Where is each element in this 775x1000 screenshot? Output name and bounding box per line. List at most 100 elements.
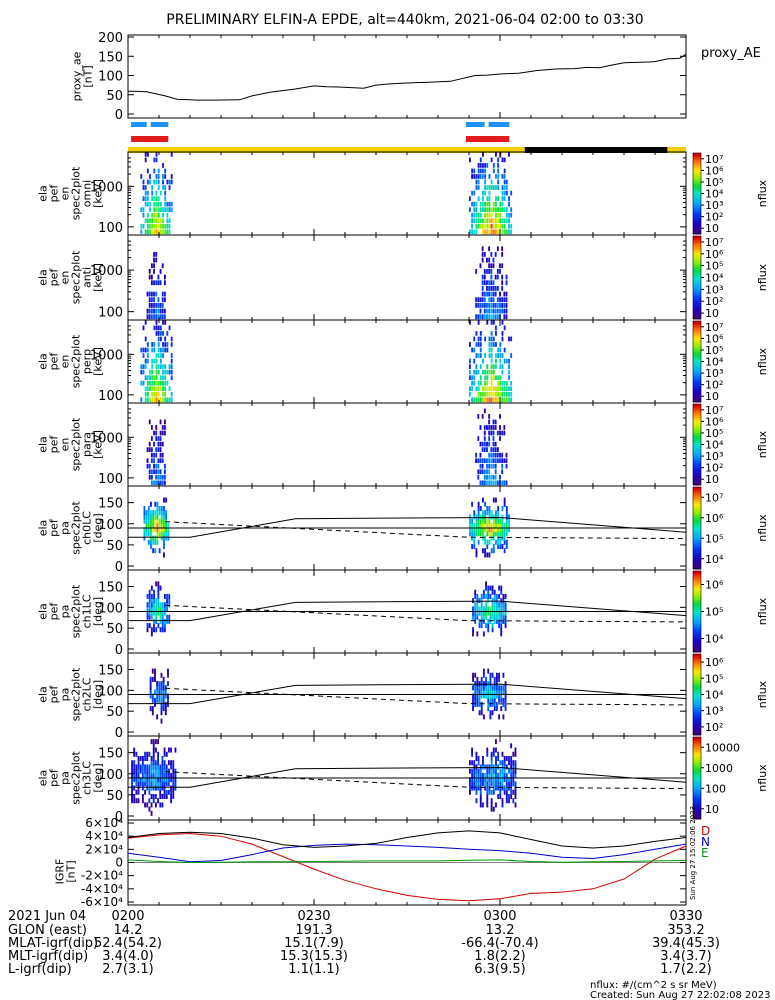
spec-panel-8-cell [512,781,515,787]
spec-panel-1-cell [508,201,510,207]
spec-panel-8-cell [488,777,491,783]
spec-panel-3-cell [484,397,487,403]
spec-panel-8-cell [131,768,133,774]
spec-panel-1-cell [510,229,513,235]
spec-panel-1-cell [503,174,506,179]
spec-panel-8-cell [150,764,153,770]
spec-panel-3-colorbar-label-group: nflux [756,347,769,375]
spec-panel-5-colorbar-label: nflux [756,514,769,542]
spec-panel-7-cell [498,689,500,695]
spec-panel-8-colorbar-cell [693,784,701,787]
spec-panel-4-cell [159,452,162,458]
spec-panel-1-colorbar-tick-label: 10⁵ [705,176,723,189]
spec-panel-8-colorbar-cell [693,745,701,748]
spec-panel-8-cell [497,772,500,778]
spec-panel-5-colorbar-cell [693,507,701,511]
spec-panel-3-cell [170,364,173,369]
spec-panel-3-colorbar-tick-label: 10⁴ [705,356,724,369]
spec-panel-7-cell [164,685,167,691]
spec-panel-3-cell [492,391,495,397]
spec-panel-7-cell [476,676,479,682]
spec-panel-3-cell [499,391,502,397]
spec-panel-2-colorbar-cell [693,246,701,249]
spec-panel-7-cell [489,689,492,695]
spec-panel-4-cell [488,419,491,425]
spec-panel-5-cell [471,544,474,549]
spec-panel-8-cell [477,760,480,766]
spec-panel-2-cell [155,291,158,297]
spec-panel-7-cell [160,706,163,712]
spec-panel-8-cell [505,798,508,804]
spec-panel-2-cell [486,257,488,263]
spec-panel-2-cell [505,303,508,308]
spec-panel-5-cell [508,518,510,524]
spec-panel-8-ylabel-line: pa [59,771,72,785]
spec-panel-6-cell [161,606,164,612]
spec-panel-3-cell [508,369,510,375]
spec-panel-6-cell [474,602,477,608]
spec-panel-8-cell [501,764,504,770]
spec-panel-4-cell [488,458,491,464]
spec-panel-6-colorbar-cell [693,647,701,651]
spec-panel-1-cell [508,218,510,224]
spec-panel-1-cell [501,201,504,207]
spec-panel-6-ylabel-line: ch1LC [81,594,94,628]
spec-panel-4-cell [161,430,164,436]
spec-panel-1-cell [484,207,487,213]
spec-panel-5-cell [486,531,489,537]
spec-panel-3-cell [144,364,147,369]
spec-panel-4-cell [505,463,508,469]
spec-panel-5-cell [471,535,474,541]
spec-panel-8-cell [165,777,168,783]
spec-panel-5-cell [163,539,165,545]
spec-panel-8-cell [141,772,144,778]
spec-panel-3-cell [477,353,480,358]
spec-panel-1-cell [488,212,491,218]
spec-panel-4-cell [159,458,162,464]
spec-panel-6-cell [150,585,153,591]
spec-panel-4-cell [155,469,158,475]
spec-panel-8-cell [165,768,168,774]
spec-panel-7-colorbar-cell [693,664,701,667]
spec-panel-1-colorbar-cell [693,195,701,199]
spec-panel-2-cell [146,291,149,297]
spec-panel-1-cell [488,201,491,207]
spec-panel-8-cell [508,798,510,804]
spec-panel-3-colorbar-cell [693,365,701,369]
spec-panel-3-cell [155,325,158,331]
footer-row-value: 1.7(2.2) [660,962,712,977]
spec-panel-7-cell [474,685,477,691]
igrf-legend-n: N [701,835,710,849]
spec-panel-1-cell [155,152,158,157]
spec-panel-5-cell [152,539,155,545]
spec-panel-7-cell [480,706,483,712]
spec-panel-1-cell [482,196,484,201]
spec-panel-8-cell [486,798,489,804]
spec-panel-8-cell [157,777,159,783]
spec-panel-8-cell [505,756,508,761]
spec-panel-8-cell [157,772,159,778]
spec-panel-1-cell [497,157,500,163]
spec-panel-3-cell [151,375,154,381]
spec-panel-5-loss-cone-solid [128,516,687,538]
spec-panel-7-cell [498,697,500,703]
spec-panel-6-cell [495,593,498,599]
spec-panel-6-cell [489,593,492,599]
spec-panel-7-cell [502,689,505,695]
spec-panel-6-cell [480,623,483,629]
spec-panel-6-cell [487,610,490,616]
spec-panel-1-cell [477,212,480,218]
spec-panel-7-cell [482,693,485,699]
spec-panel-6-cell [482,631,485,637]
spec-panel-8-cell [161,794,164,799]
spec-panel-5-cell [165,497,168,503]
spec-panel-7-ytick-label: 0 [115,726,123,741]
spec-panel-3-colorbar-cell [693,337,701,340]
spec-panel-6-cell [150,610,153,616]
spec-panel-6-cell [489,614,492,620]
spec-panel-1-colorbar-cell [693,225,701,229]
spec-panel-8-cell [170,785,173,791]
spec-panel-4-colorbar-cell [693,426,701,429]
spec-panel-1-cell [497,163,500,168]
spec-panel-5-cell [150,527,152,533]
